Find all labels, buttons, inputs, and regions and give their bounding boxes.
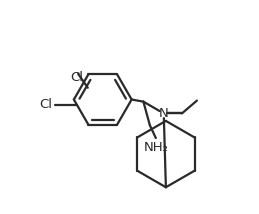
Text: Cl: Cl xyxy=(70,71,84,84)
Text: N: N xyxy=(159,107,169,120)
Text: Cl: Cl xyxy=(39,98,53,111)
Text: NH₂: NH₂ xyxy=(143,141,168,154)
